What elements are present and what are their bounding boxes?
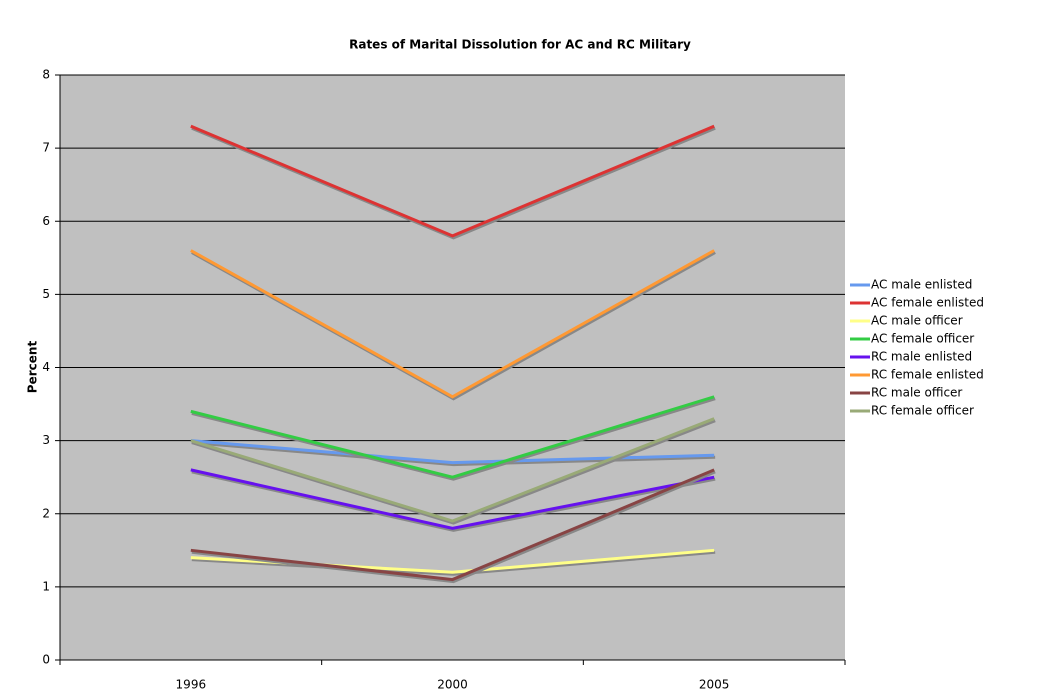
legend-label: AC male officer xyxy=(871,314,963,328)
x-tick-label: 1996 xyxy=(176,678,207,692)
series-shadow xyxy=(191,397,716,481)
series-line xyxy=(190,395,715,479)
legend-label: RC female officer xyxy=(871,404,974,418)
x-tick-label: 2005 xyxy=(699,678,730,692)
y-tick-label: 7 xyxy=(42,141,50,155)
legend-label: AC male enlisted xyxy=(871,278,972,292)
legend-label: AC female officer xyxy=(871,332,974,346)
legend-label: RC female enlisted xyxy=(871,368,984,382)
y-tick-label: 1 xyxy=(42,579,50,593)
series-line xyxy=(190,439,715,465)
series-line xyxy=(190,249,715,399)
series-shadow xyxy=(191,441,716,467)
legend-label: RC male enlisted xyxy=(871,350,972,364)
series-line xyxy=(190,468,715,582)
legend-label: AC female enlisted xyxy=(871,296,984,310)
y-tick-label: 6 xyxy=(42,214,50,228)
y-tick-label: 2 xyxy=(42,506,50,520)
series-line xyxy=(190,468,715,530)
x-tick-label: 2000 xyxy=(437,678,468,692)
legend-label: RC male officer xyxy=(871,386,962,400)
series-line xyxy=(190,124,715,238)
y-tick-label: 4 xyxy=(42,360,50,374)
y-tick-label: 8 xyxy=(42,68,50,82)
series-shadow xyxy=(191,470,716,584)
series-shadow xyxy=(191,419,716,525)
y-axis-label: Percent xyxy=(26,341,40,394)
y-tick-label: 5 xyxy=(42,287,50,301)
series-shadow xyxy=(191,470,716,532)
series-shadow xyxy=(191,550,716,576)
series-line xyxy=(190,417,715,523)
chart-title: Rates of Marital Dissolution for AC and … xyxy=(349,38,691,52)
y-tick-label: 3 xyxy=(42,433,50,447)
y-tick-label: 0 xyxy=(42,653,50,667)
